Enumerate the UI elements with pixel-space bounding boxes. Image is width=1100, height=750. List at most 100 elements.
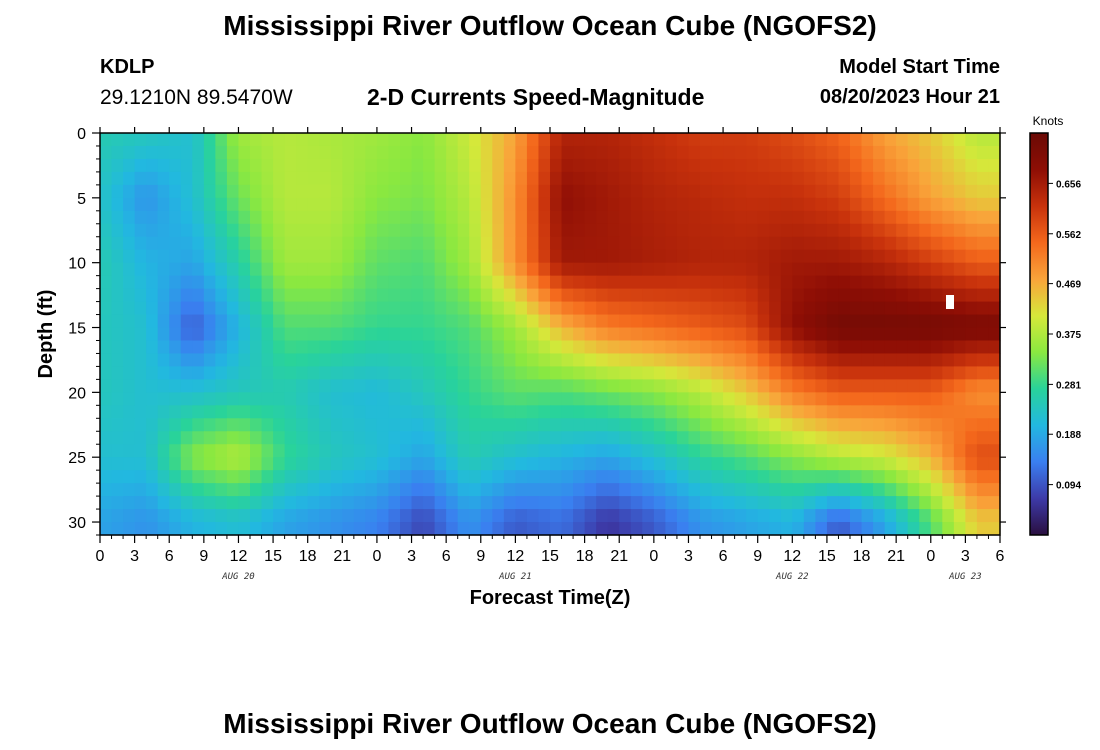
heatmap-cell [861,171,874,186]
heatmap-cell [261,366,274,380]
heatmap-cell [134,223,147,238]
heatmap-cell [965,366,978,380]
heatmap-cell [596,236,609,251]
heatmap-cell [988,236,1001,251]
heatmap-cell [238,379,251,393]
heatmap-cell [492,158,505,173]
heatmap-cell [930,392,943,406]
heatmap-cell [307,327,320,342]
heatmap-cell [192,314,205,329]
heatmap-cell [850,418,863,432]
heatmap-cell [711,418,724,432]
heatmap-cell [330,483,343,497]
heatmap-cell [861,314,874,329]
heatmap-cell [284,327,297,342]
heatmap-cell [284,340,297,355]
heatmap-cell [434,301,447,316]
heatmap-cell [965,509,978,523]
heatmap-cell [180,509,193,523]
heatmap-cell [884,223,897,238]
heatmap-cell [492,379,505,393]
heatmap-cell [988,470,1001,484]
heatmap-cell [457,171,470,186]
heatmap-cell [792,444,805,458]
heatmap-cell [976,223,990,238]
heatmap-cell [630,418,643,432]
heatmap-cell [653,366,666,380]
heatmap-cell [873,262,886,277]
y-tick-label: 30 [68,515,86,532]
heatmap-cell [607,262,620,277]
heatmap-cell [376,262,390,277]
heatmap-cell [423,522,436,536]
heatmap-cell [630,210,643,225]
heatmap-cell [550,327,563,342]
heatmap-cell [376,431,390,445]
heatmap-cell [446,496,459,510]
heatmap-cell [203,431,216,445]
heatmap-cell [630,184,643,199]
heatmap-cell [838,366,851,380]
heatmap-cell [492,366,505,380]
heatmap-cell [203,301,216,316]
x-tick-label: 15 [818,548,836,565]
heatmap-cell [607,444,620,458]
heatmap-cell [573,184,586,199]
heatmap-cell [515,470,528,484]
heatmap-cell [780,522,793,536]
heatmap-cell [746,470,759,484]
heatmap-cell [573,262,586,277]
heatmap-cell [942,483,955,497]
heatmap-cell [884,197,897,212]
heatmap-cells [100,133,1001,536]
heatmap-cell [711,483,724,497]
heatmap-cell [353,457,366,471]
heatmap-cell [503,249,516,264]
heatmap-cell [665,431,678,445]
heatmap-cell [919,340,932,355]
heatmap-cell [492,444,505,458]
heatmap-cell [976,301,990,316]
heatmap-cell [665,145,678,160]
heatmap-cell [561,145,574,160]
heatmap-cell [642,301,655,316]
heatmap-cell [780,301,793,316]
heatmap-cell [353,275,366,290]
heatmap-cell [526,262,540,277]
heatmap-cell [238,301,251,316]
heatmap-cell [930,379,943,393]
heatmap-cell [826,470,840,484]
heatmap-cell [988,483,1001,497]
heatmap-cell [953,301,966,316]
heatmap-cell [284,522,297,536]
heatmap-cell [250,431,263,445]
heatmap-cell [457,470,470,484]
heatmap-cell [342,223,355,238]
heatmap-cell [630,275,643,290]
heatmap-cell [550,249,563,264]
heatmap-cell [953,275,966,290]
heatmap-cell [503,288,516,303]
heatmap-cell [965,249,978,264]
heatmap-cell [676,405,690,419]
heatmap-cell [284,210,297,225]
heatmap-cell [457,379,470,393]
heatmap-cell [619,275,632,290]
heatmap-cell [515,145,528,160]
heatmap-cell [307,223,320,238]
heatmap-cell [538,522,551,536]
heatmap-cell [526,197,540,212]
heatmap-cell [930,301,943,316]
heatmap-cell [123,509,136,523]
heatmap-cell [307,483,320,497]
heatmap-cell [896,353,909,368]
heatmap-cell [411,444,424,458]
heatmap-cell [100,210,113,225]
heatmap-cell [930,483,943,497]
x-tick-label: 15 [264,548,282,565]
heatmap-cell [411,496,424,510]
heatmap-cell [630,483,643,497]
heatmap-cell [630,431,643,445]
heatmap-cell [469,457,482,471]
heatmap-cell [919,223,932,238]
